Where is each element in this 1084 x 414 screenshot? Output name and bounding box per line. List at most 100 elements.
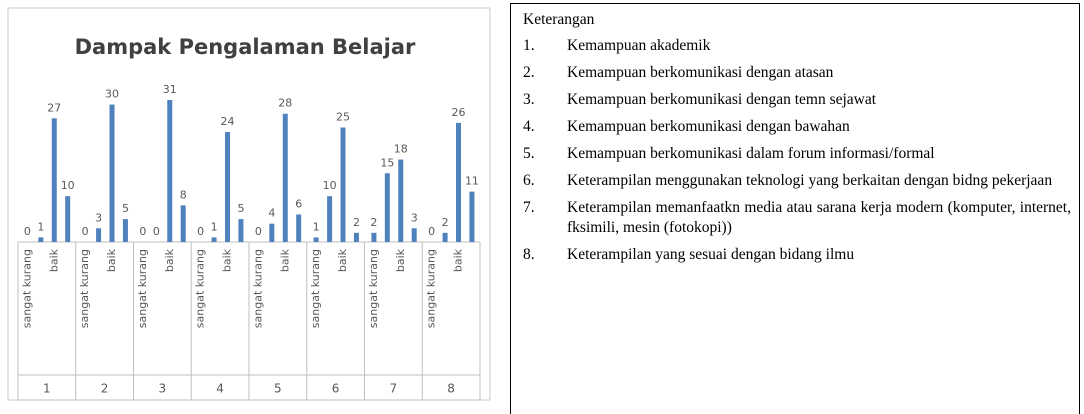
bar <box>340 127 346 242</box>
bar <box>122 219 128 242</box>
group-label: 7 <box>390 382 398 396</box>
bar <box>167 100 173 242</box>
category-label: sangat kurang <box>309 249 322 328</box>
group-label: 4 <box>216 382 224 396</box>
legend-item: 3. Kemampuan berkomunikasi dengan temn se… <box>523 90 1071 110</box>
legend-item: 1. Kemampuan akademik <box>523 36 1071 56</box>
bar <box>327 196 333 242</box>
legend-box: Keterangan 1. Kemampuan akademik 2. Kemampu… <box>510 3 1080 414</box>
value-label: 30 <box>105 88 119 101</box>
bar <box>211 237 217 242</box>
bar <box>411 228 417 242</box>
value-label: 15 <box>380 156 394 169</box>
item-text: Keterampilan yang sesuai dengan bidang i… <box>567 246 855 263</box>
group-label: 6 <box>332 382 340 396</box>
item-number: 7. <box>523 199 535 216</box>
category-label: baik <box>221 248 234 272</box>
value-label: 0 <box>428 225 435 238</box>
bar <box>398 159 404 242</box>
item-text: Kemampuan berkomunikasi dengan atasan <box>567 64 834 81</box>
value-label: 1 <box>313 220 320 233</box>
legend-item: 6. Keterampilan menggunakan teknologi yan… <box>523 171 1071 191</box>
value-label: 1 <box>37 220 44 233</box>
item-number: 2. <box>523 64 535 81</box>
bar <box>65 196 71 242</box>
item-number: 6. <box>523 172 535 189</box>
value-label: 27 <box>47 101 61 114</box>
value-label: 11 <box>465 175 479 188</box>
item-number: 5. <box>523 145 535 162</box>
value-label: 26 <box>452 106 466 119</box>
bar <box>469 191 475 242</box>
value-label: 0 <box>139 225 146 238</box>
item-text: Kemampuan akademik <box>567 37 711 54</box>
category-label: baik <box>278 248 291 272</box>
bar <box>109 104 115 242</box>
value-label: 18 <box>394 143 408 156</box>
legend-items: 1. Kemampuan akademik 2. Kemampuan berkomun… <box>523 36 1071 265</box>
bar <box>180 205 186 242</box>
category-label: sangat kurang <box>367 249 380 328</box>
item-text: Keterampilan menggunakan teknologi yang … <box>567 172 1053 189</box>
category-label: sangat kurang <box>251 249 264 328</box>
bar <box>238 219 244 242</box>
category-label: baik <box>336 248 349 272</box>
bar <box>456 122 462 242</box>
category-label: baik <box>394 248 407 272</box>
value-label: 0 <box>255 225 262 238</box>
category-label: baik <box>452 248 465 272</box>
category-label: baik <box>105 248 118 272</box>
item-text: Kemampuan berkomunikasi dalam forum info… <box>567 145 935 162</box>
group-label: 8 <box>447 382 455 396</box>
value-label: 24 <box>221 115 235 128</box>
bar <box>269 223 275 242</box>
value-label: 6 <box>295 198 302 211</box>
bar <box>96 228 102 242</box>
category-label: sangat kurang <box>78 249 91 328</box>
bar <box>51 118 57 242</box>
value-label: 25 <box>336 110 350 123</box>
value-label: 10 <box>323 179 337 192</box>
legend-item: 5. Kemampuan berkomunikasi dalam forum in… <box>523 144 1071 164</box>
category-label: baik <box>163 248 176 272</box>
value-label: 1 <box>211 220 218 233</box>
value-label: 3 <box>411 211 418 224</box>
group-label: 2 <box>101 382 109 396</box>
legend-item: 8. Keterampilan yang sesuai dengan bidang… <box>523 245 1071 265</box>
chart-title: Dampak Pengalaman Belajar <box>75 35 416 59</box>
bar <box>353 232 359 242</box>
bar <box>225 132 231 242</box>
group-label: 1 <box>43 382 51 396</box>
category-label: sangat kurang <box>425 249 438 328</box>
value-label: 0 <box>197 225 204 238</box>
value-label: 10 <box>61 179 75 192</box>
bar <box>384 173 390 242</box>
value-label: 4 <box>268 207 275 220</box>
item-number: 1. <box>523 37 535 54</box>
value-label: 2 <box>353 216 360 229</box>
legend-item: 4. Kemampuan berkomunikasi dengan bawahan <box>523 117 1071 137</box>
value-label: 0 <box>153 225 160 238</box>
bar <box>38 237 44 242</box>
item-number: 8. <box>523 246 535 263</box>
value-label: 2 <box>370 216 377 229</box>
bar <box>371 232 377 242</box>
group-label: 3 <box>159 382 167 396</box>
category-label: sangat kurang <box>136 249 149 328</box>
item-text: Kemampuan berkomunikasi dengan bawahan <box>567 118 850 135</box>
value-label: 8 <box>180 188 187 201</box>
value-label: 31 <box>163 83 177 96</box>
bar <box>296 214 302 242</box>
item-text: Kemampuan berkomunikasi dengan temn seja… <box>567 91 877 108</box>
category-label: sangat kurang <box>20 249 33 328</box>
value-label: 0 <box>82 225 89 238</box>
item-number: 4. <box>523 118 535 135</box>
legend-title: Keterangan <box>523 11 595 28</box>
value-label: 3 <box>95 211 102 224</box>
group-label: 5 <box>274 382 282 396</box>
value-label: 0 <box>24 225 31 238</box>
value-label: 2 <box>442 216 449 229</box>
legend-item: 7. Keterampilan memanfaatkn media atau sa… <box>523 198 1071 238</box>
